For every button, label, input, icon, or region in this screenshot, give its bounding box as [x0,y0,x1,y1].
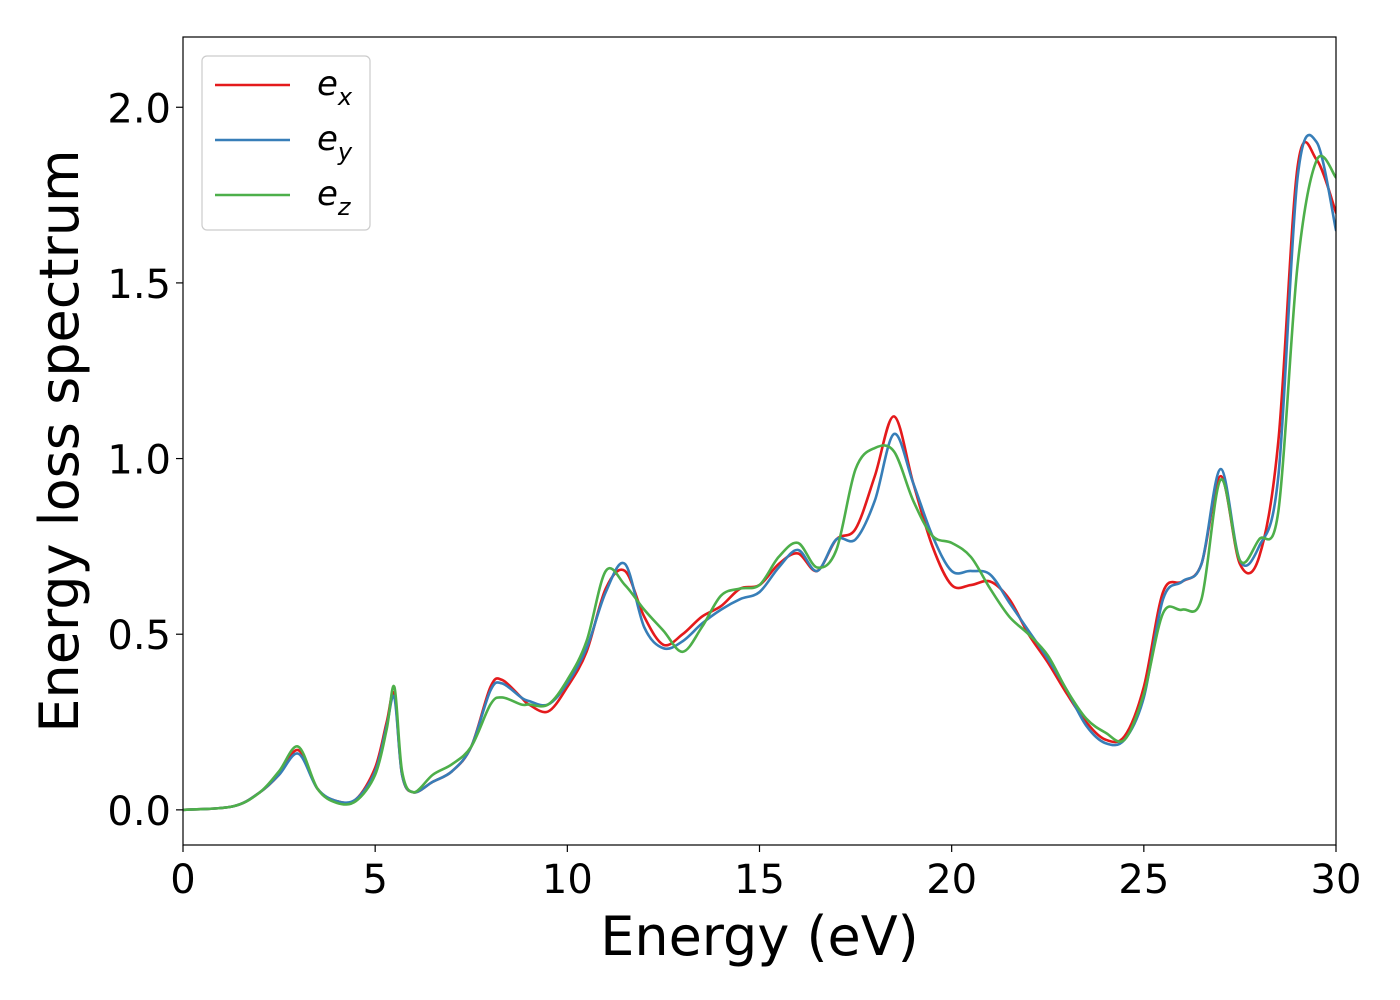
x-tick-label: 20 [926,857,977,903]
legend-label-base: e [317,119,338,159]
x-tick-label: 30 [1311,857,1362,903]
x-axis-title: Energy (eV) [600,905,919,968]
x-tick-label: 15 [734,857,785,903]
legend-label-subscript: z [337,193,352,221]
legend-label-base: e [317,174,338,214]
y-axis: 0.0 0.5 1.0 1.5 2.0 [107,86,183,835]
series-line-z [183,154,1336,812]
legend-label-base: e [317,64,338,104]
x-tick-label: 25 [1118,857,1169,903]
plot-area [183,37,1336,845]
y-tick-label: 0.0 [107,789,171,835]
y-tick-label: 2.0 [107,86,171,132]
legend-box [201,55,371,231]
x-tick-label: 10 [542,857,593,903]
y-tick-label: 1.5 [107,262,171,308]
x-axis: 0 5 10 15 20 25 30 [170,845,1361,903]
x-tick-label: 0 [170,857,195,903]
legend-label-z: ez [317,174,352,221]
legend-label-x: ex [317,64,353,111]
y-tick-label: 0.5 [107,613,171,659]
series-layer [183,133,1336,812]
y-tick-label: 1.0 [107,438,171,484]
x-tick-label: 5 [362,857,387,903]
legend-label-subscript: x [337,83,353,111]
y-axis-title: Energy loss spectrum [28,149,91,732]
legend-label-y: ey [317,119,353,166]
legend-label-subscript: y [337,138,353,166]
